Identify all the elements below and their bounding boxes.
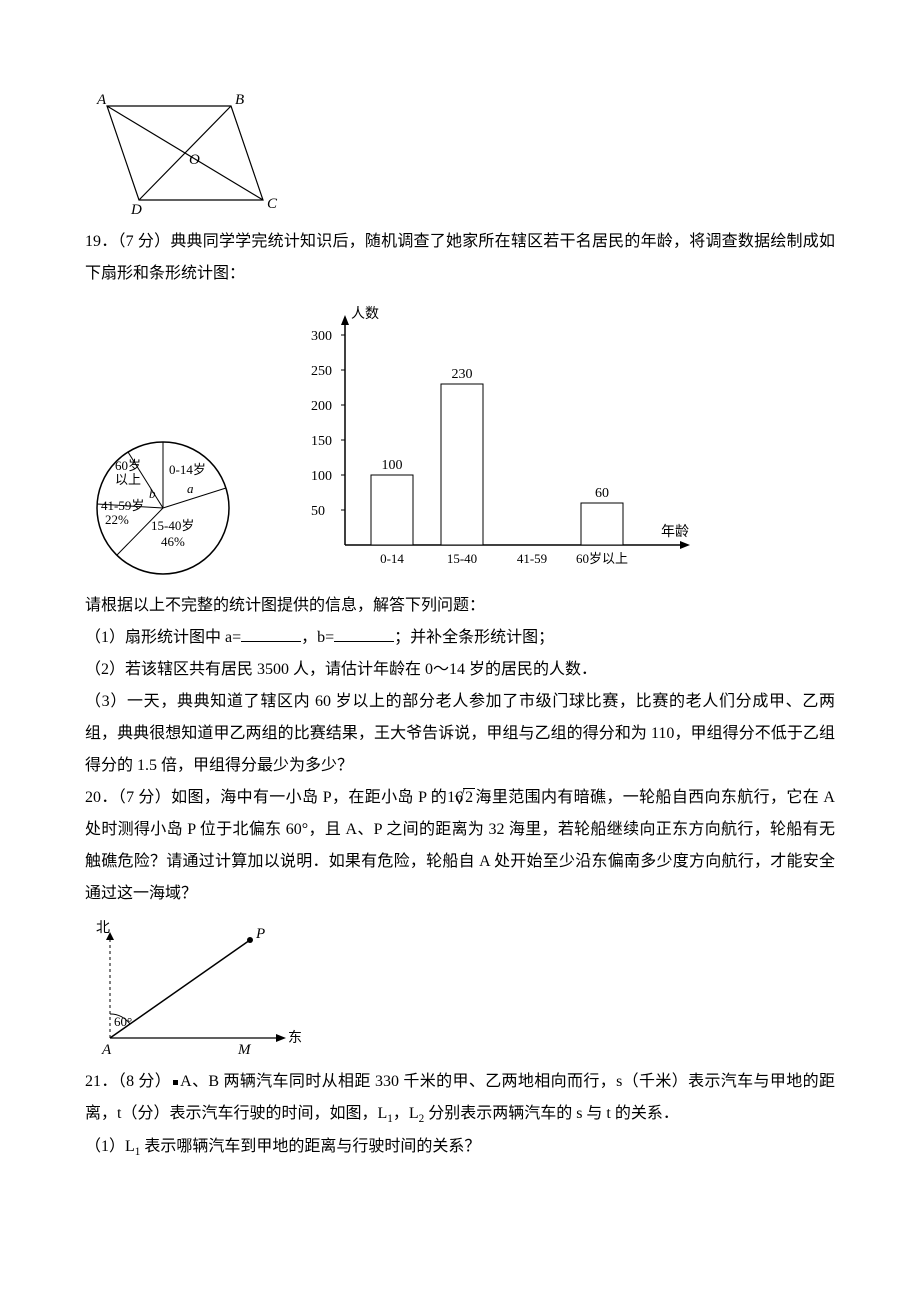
q20-figure: 北 东 P 60° A M bbox=[85, 918, 835, 1058]
q18-figure: A B C D O bbox=[85, 88, 835, 218]
q19-prompt: 请根据以上不完整的统计图提供的信息，解答下列问题： bbox=[85, 590, 835, 622]
svg-text:60岁: 60岁 bbox=[115, 458, 141, 473]
svg-text:46%: 46% bbox=[161, 534, 185, 549]
svg-text:60: 60 bbox=[595, 486, 609, 501]
pie-chart: 60岁 以上 0-14岁 a b 41-59岁 22% 15-40岁 46% bbox=[85, 390, 245, 580]
q19-stem: 19．（7 分）典典同学学完统计知识后，随机调查了她家所在辖区若干名居民的年龄，… bbox=[85, 226, 835, 290]
vertex-c: C bbox=[267, 196, 278, 212]
parallelogram-svg: A B C D O bbox=[85, 88, 285, 218]
vertex-b: B bbox=[235, 92, 244, 108]
svg-text:人数: 人数 bbox=[351, 306, 379, 322]
svg-text:300: 300 bbox=[311, 329, 332, 344]
svg-text:250: 250 bbox=[311, 364, 332, 379]
svg-text:100: 100 bbox=[311, 469, 332, 484]
vertex-a: A bbox=[96, 92, 107, 108]
svg-text:北: 北 bbox=[96, 920, 110, 936]
svg-text:M: M bbox=[237, 1042, 252, 1058]
q21-stem: 21．（8 分）A、B 两辆汽车同时从相距 330 千米的甲、乙两地相向而行，s… bbox=[85, 1066, 835, 1131]
q19-charts: 60岁 以上 0-14岁 a b 41-59岁 22% 15-40岁 46% 5… bbox=[85, 300, 835, 580]
q19-sub2: （2）若该辖区共有居民 3500 人，请估计年龄在 0～14 岁的居民的人数． bbox=[85, 654, 835, 686]
vertex-d: D bbox=[130, 202, 142, 218]
svg-text:b: b bbox=[149, 486, 156, 501]
dot-marker bbox=[173, 1080, 178, 1085]
svg-text:a: a bbox=[187, 481, 194, 496]
q19-number: 19． bbox=[85, 233, 117, 250]
svg-text:东: 东 bbox=[288, 1030, 302, 1046]
svg-text:P: P bbox=[255, 926, 265, 942]
svg-text:以上: 以上 bbox=[115, 472, 141, 487]
svg-text:200: 200 bbox=[311, 399, 332, 414]
svg-text:A: A bbox=[101, 1042, 112, 1058]
svg-text:50: 50 bbox=[311, 504, 325, 519]
navigation-svg: 北 东 P 60° A M bbox=[85, 918, 305, 1058]
q19-sub3: （3）一天，典典知道了辖区内 60 岁以上的部分老人参加了市级门球比赛，比赛的老… bbox=[85, 686, 835, 782]
vertex-o: O bbox=[189, 152, 200, 168]
svg-text:15-40岁: 15-40岁 bbox=[151, 518, 194, 533]
svg-text:100: 100 bbox=[382, 458, 403, 473]
svg-text:年龄: 年龄 bbox=[661, 524, 689, 540]
svg-text:60°: 60° bbox=[114, 1014, 132, 1029]
blank-b[interactable] bbox=[334, 625, 394, 642]
bar-chart: 50 100 150 200 250 300 人数 年龄 100 0-14 230 15-40 4… bbox=[285, 300, 705, 580]
svg-text:150: 150 bbox=[311, 434, 332, 449]
q21-sub1: （1）L1 表示哪辆汽车到甲地的距离与行驶时间的关系？ bbox=[85, 1131, 835, 1164]
svg-text:60岁以上: 60岁以上 bbox=[576, 551, 628, 566]
svg-text:15-40: 15-40 bbox=[447, 551, 477, 566]
q21-number: 21． bbox=[85, 1073, 118, 1090]
q20-stem: 20．（7 分）如图，海中有一小岛 P，在距小岛 P 的162√海里范围内有暗礁… bbox=[85, 782, 835, 910]
q20-number: 20． bbox=[85, 789, 118, 806]
svg-text:41-59岁: 41-59岁 bbox=[101, 498, 144, 513]
svg-text:0-14岁: 0-14岁 bbox=[169, 462, 206, 477]
svg-text:41-59: 41-59 bbox=[517, 551, 547, 566]
svg-text:22%: 22% bbox=[105, 512, 129, 527]
blank-a[interactable] bbox=[241, 625, 301, 642]
q19-sub1: （1）扇形统计图中 a=，b=；并补全条形统计图； bbox=[85, 622, 835, 654]
svg-text:0-14: 0-14 bbox=[380, 551, 404, 566]
svg-text:230: 230 bbox=[452, 367, 473, 382]
